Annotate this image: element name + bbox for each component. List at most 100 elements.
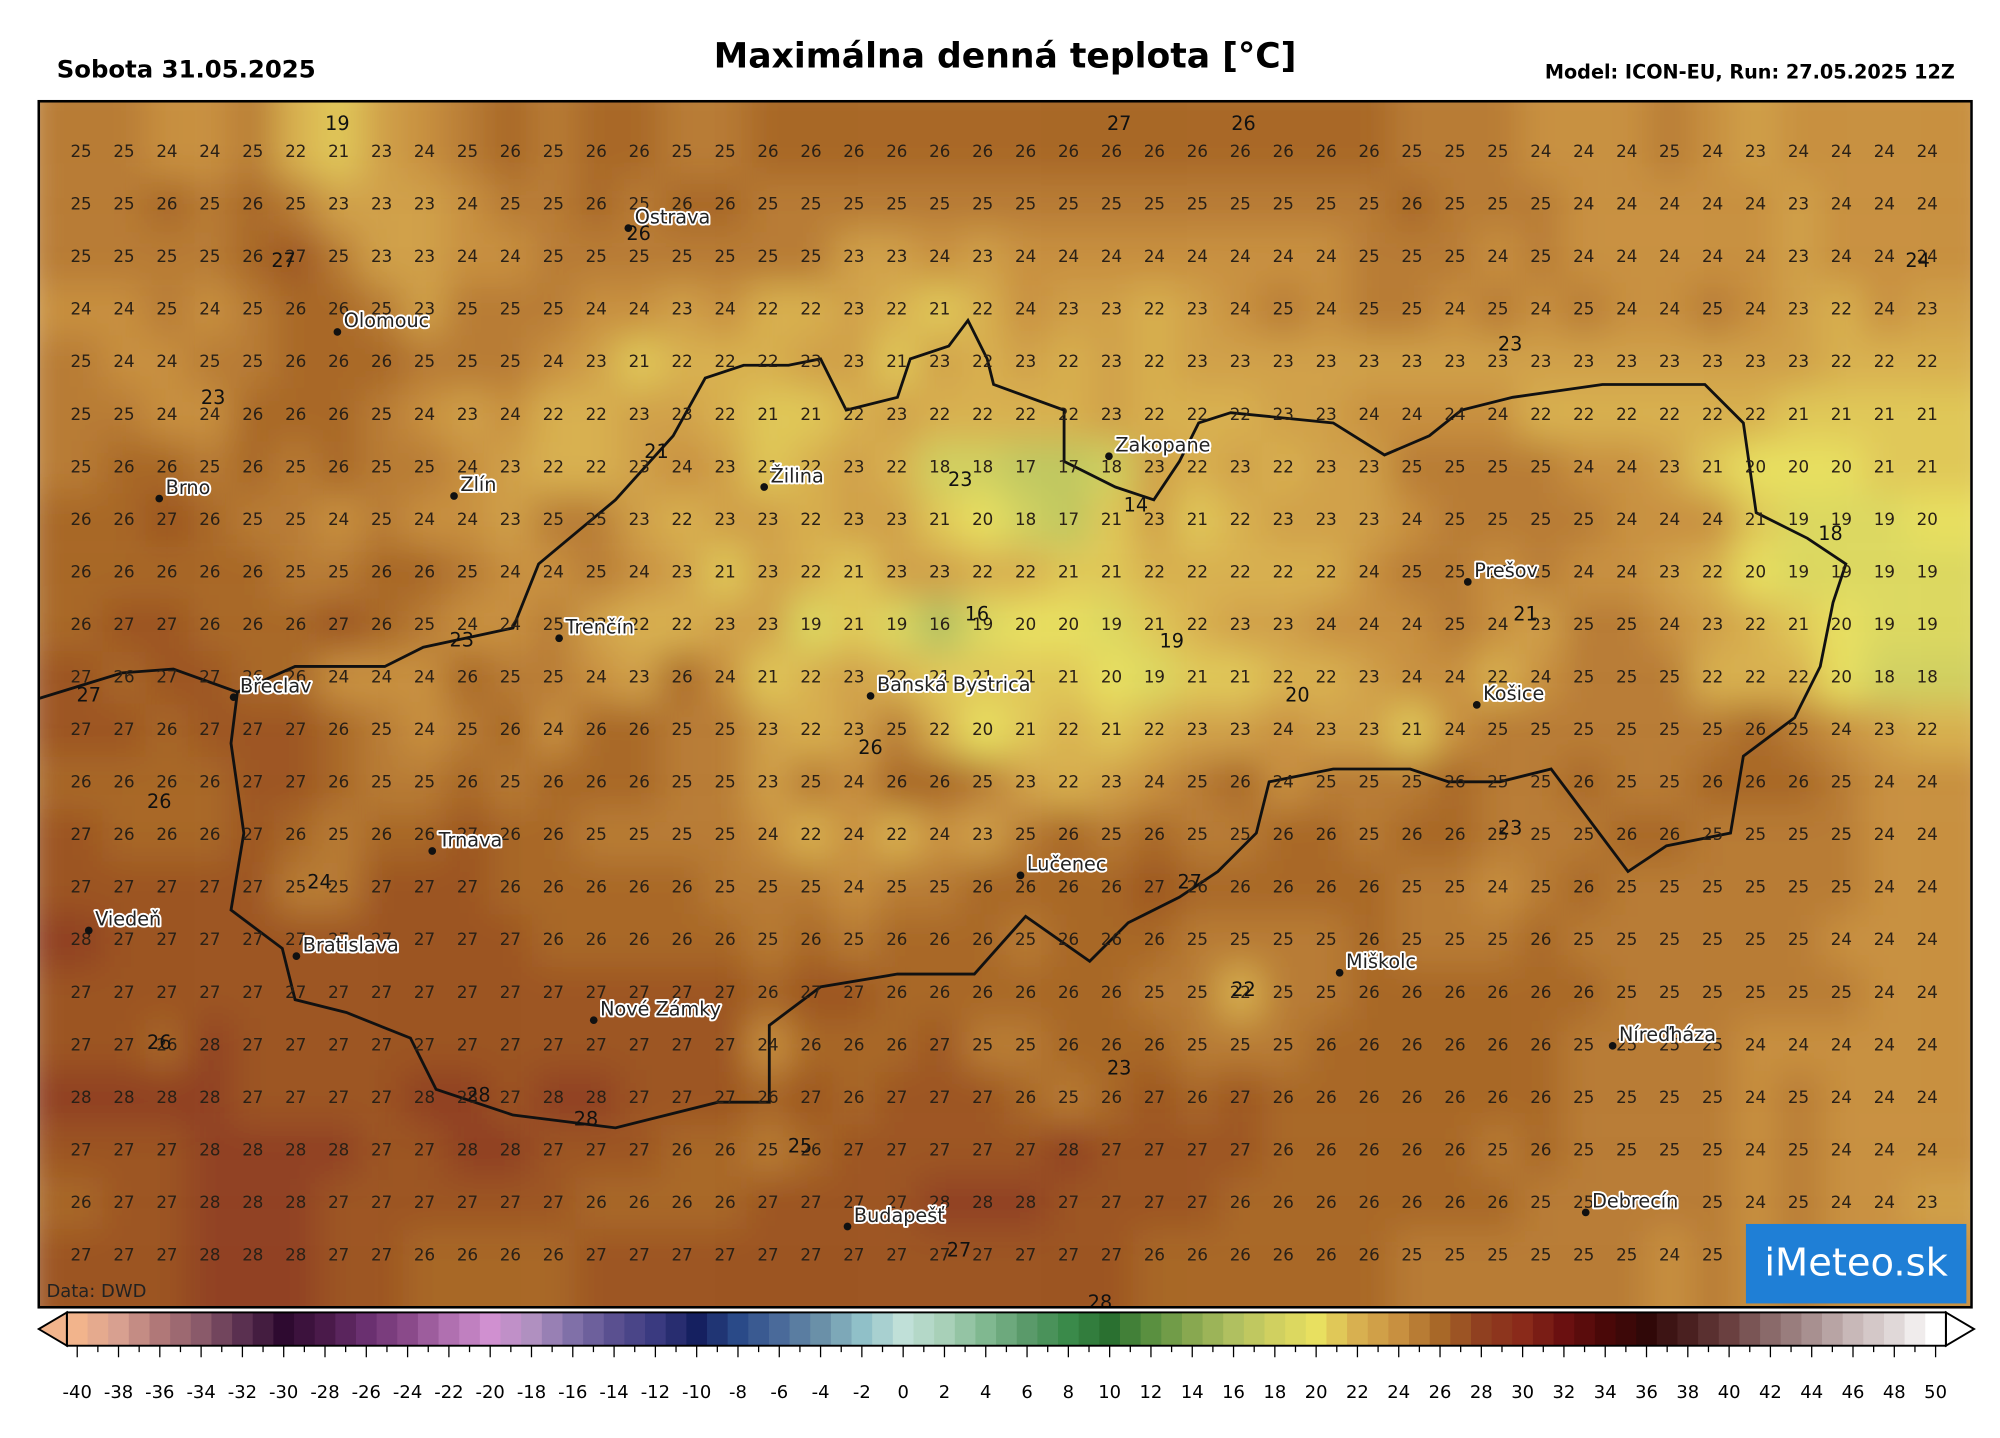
grid-value: 22 xyxy=(800,457,821,476)
field-cell xyxy=(1433,283,1477,337)
grid-value: 21 xyxy=(843,615,864,634)
grid-value: 21 xyxy=(629,352,650,371)
field-cell xyxy=(102,914,146,967)
grid-value: 25 xyxy=(1187,983,1208,1002)
field-cell xyxy=(1004,756,1048,810)
grid-value: 26 xyxy=(1401,825,1422,844)
field-cell xyxy=(875,914,919,967)
grid-value: 21 xyxy=(1788,615,1809,634)
value-labels: 25 25 24 24 25 22 21 23 24 25 26 25 26 26 25 25 26 26 26 26… xyxy=(70,112,1938,1306)
field-cell xyxy=(1691,966,1735,1020)
grid-value: 22 xyxy=(1230,510,1251,529)
grid-value: 24 xyxy=(1745,247,1766,266)
field-cell xyxy=(746,599,790,652)
grid-value: 26 xyxy=(1187,1088,1208,1107)
field-cell xyxy=(1433,546,1477,600)
grid-value: 27 xyxy=(156,1193,177,1212)
field-cell xyxy=(317,494,361,547)
grid-value: 24 xyxy=(70,300,91,319)
colorbar-segment xyxy=(1925,1312,1947,1346)
grid-value: 27 xyxy=(714,983,735,1002)
field-cell xyxy=(531,494,575,547)
field-cell xyxy=(1476,1229,1520,1306)
field-cell xyxy=(1562,1177,1606,1230)
grid-value: 25 xyxy=(1487,142,1508,161)
grid-value: 25 xyxy=(1444,457,1465,476)
colorbar-segment xyxy=(1037,1312,1059,1346)
field-cell xyxy=(1218,102,1262,179)
colorbar-segment xyxy=(459,1312,481,1346)
grid-value: 25 xyxy=(1573,1246,1594,1265)
field-cell xyxy=(317,1124,361,1178)
grid-value: 27 xyxy=(199,983,220,1002)
field-cell xyxy=(1605,651,1649,705)
colorbar-segment xyxy=(1718,1312,1741,1346)
field-cell xyxy=(617,966,661,1020)
grid-value: 24 xyxy=(457,457,478,476)
grid-value: 24 xyxy=(1917,983,1938,1002)
grid-value: 23 xyxy=(1788,300,1809,319)
field-cell xyxy=(1776,651,1820,705)
grid-value: 28 xyxy=(1058,1140,1079,1159)
field-cell xyxy=(1390,283,1434,337)
field-cell xyxy=(1132,231,1176,284)
grid-value: 25 xyxy=(1573,930,1594,949)
grid-value: 20 xyxy=(1058,615,1079,634)
grid-value: 24 xyxy=(1616,142,1637,161)
grid-value: 21 xyxy=(757,405,778,424)
field-cell xyxy=(188,1124,232,1178)
colorbar-tick-label: -30 xyxy=(269,1382,298,1403)
grid-value: 24 xyxy=(1874,773,1895,792)
grid-value: 25 xyxy=(1659,667,1680,686)
field-cell xyxy=(1519,704,1563,757)
grid-value: 26 xyxy=(1015,983,1036,1002)
grid-value: 23 xyxy=(886,405,907,424)
field-cell xyxy=(961,1072,1005,1125)
grid-value: 24 xyxy=(1401,615,1422,634)
grid-value: 28 xyxy=(457,1140,478,1159)
grid-value: 25 xyxy=(972,773,993,792)
grid-value: 27 xyxy=(156,667,177,686)
grid-value: 25 xyxy=(1831,773,1852,792)
grid-value: 23 xyxy=(714,510,735,529)
colorbar-low-arrow xyxy=(36,1310,68,1348)
grid-value: 21 xyxy=(1144,615,1165,634)
grid-value: 24 xyxy=(543,720,564,739)
colorbar-segment xyxy=(128,1312,151,1346)
field-cell xyxy=(961,336,1005,389)
colorbar-tick-label: 44 xyxy=(1800,1382,1823,1403)
grid-value: 26 xyxy=(70,1193,91,1212)
grid-value: 25 xyxy=(1788,983,1809,1002)
grid-value: 22 xyxy=(929,405,950,424)
field-cell xyxy=(1390,178,1434,232)
grid-value: 25 xyxy=(328,878,349,897)
grid-value: 26 xyxy=(70,615,91,634)
field-cell xyxy=(1304,336,1348,389)
colorbar-tick-label: 12 xyxy=(1140,1382,1163,1403)
field-cell xyxy=(617,102,661,179)
field-cell xyxy=(1862,1019,1906,1073)
grid-value: 26 xyxy=(1401,1193,1422,1212)
field-cell xyxy=(1605,756,1649,810)
grid-value: 26 xyxy=(1015,142,1036,161)
grid-value: 21 xyxy=(1917,405,1938,424)
grid-value: 27 xyxy=(242,1088,263,1107)
field-cell xyxy=(231,388,275,442)
city-label: Ostrava xyxy=(635,205,711,228)
grid-value: 27 xyxy=(1187,1193,1208,1212)
field-cell xyxy=(1648,914,1692,967)
field-cell xyxy=(746,1124,790,1178)
field-cell xyxy=(531,1177,575,1230)
field-cell xyxy=(488,756,532,810)
field-cell xyxy=(1132,1072,1176,1125)
grid-value: 27 xyxy=(843,1140,864,1159)
field-cell xyxy=(832,861,876,915)
extreme-value: 23 xyxy=(1498,817,1522,840)
grid-value: 22 xyxy=(1831,352,1852,371)
field-cell xyxy=(1776,1124,1820,1178)
grid-value: 26 xyxy=(1359,930,1380,949)
field-cell xyxy=(1734,1019,1777,1073)
colorbar-segment xyxy=(479,1312,502,1346)
grid-value: 26 xyxy=(714,1140,735,1159)
grid-value: 26 xyxy=(199,615,220,634)
